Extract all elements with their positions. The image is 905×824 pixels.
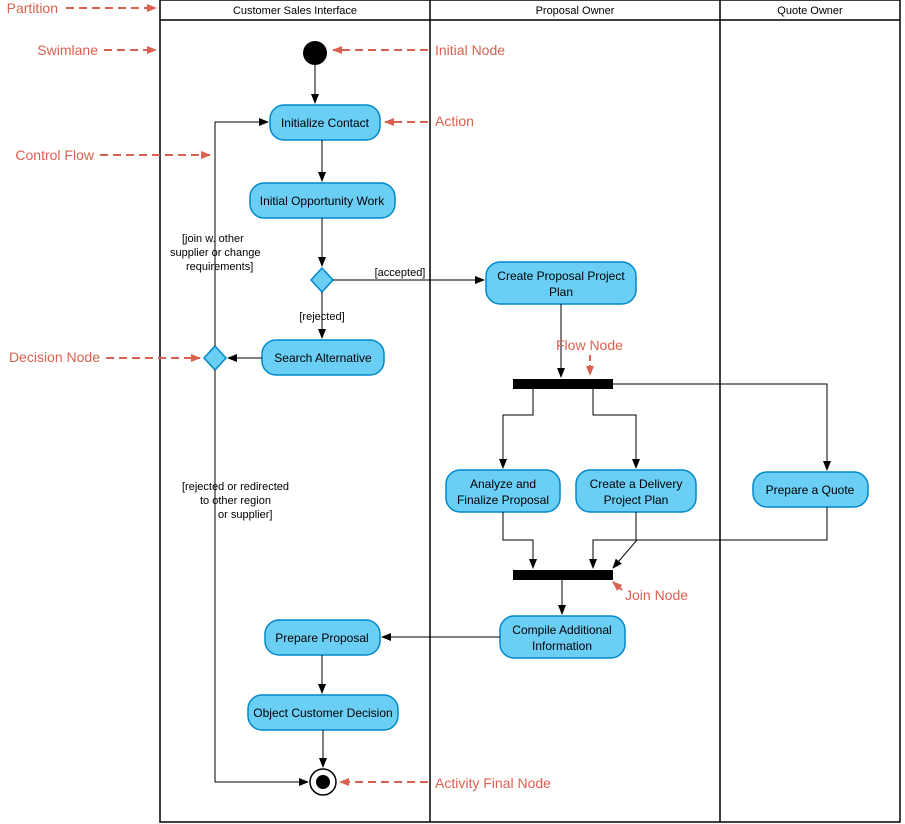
edges (215, 65, 827, 782)
annotation-join: Join Node (625, 587, 688, 603)
guard-redirect-l1: [rejected or redirected (182, 481, 289, 493)
join-node (513, 570, 613, 580)
action-label: Compile Additional (512, 623, 611, 637)
action-label: Plan (549, 285, 573, 299)
action-label: Create Proposal Project (497, 269, 625, 283)
action-create-proposal-plan: Create Proposal Project Plan (486, 262, 636, 304)
decision-node-1 (311, 268, 333, 292)
guard-redirect-l3: or supplier] (218, 509, 272, 521)
fork-node (513, 379, 613, 389)
action-label: Prepare a Quote (766, 483, 855, 497)
decision-node-2 (204, 346, 226, 370)
action-initial-opportunity: Initial Opportunity Work (250, 183, 395, 218)
action-compile-additional: Compile Additional Information (500, 616, 625, 658)
annotation-initial: Initial Node (435, 42, 505, 58)
annotation-control-flow: Control Flow (15, 147, 94, 163)
guard-rejected: [rejected] (299, 311, 344, 323)
annotation-partition: Partition (7, 0, 58, 16)
action-label: Analyze and (470, 477, 536, 491)
activity-final-node (310, 769, 336, 795)
action-label: Object Customer Decision (253, 706, 392, 720)
action-create-delivery: Create a Delivery Project Plan (576, 470, 696, 512)
lane3-title: Quote Owner (777, 5, 843, 17)
action-label: Project Plan (604, 493, 669, 507)
action-label: Create a Delivery (590, 477, 683, 491)
action-label: Finalize Proposal (457, 493, 549, 507)
annotation-flow: Flow Node (556, 337, 623, 353)
lane1-title: Customer Sales Interface (233, 5, 357, 17)
guard-join-l3: requirements] (186, 261, 253, 273)
action-label: Information (532, 639, 592, 653)
guard-accepted: [accepted] (375, 267, 426, 279)
action-label: Initial Opportunity Work (260, 194, 385, 208)
initial-node (303, 41, 327, 65)
action-analyze-finalize: Analyze and Finalize Proposal (446, 470, 560, 512)
action-prepare-proposal: Prepare Proposal (265, 620, 380, 655)
annotation-decision: Decision Node (9, 349, 100, 365)
action-object-customer: Object Customer Decision (248, 695, 398, 730)
action-label: Prepare Proposal (275, 631, 368, 645)
annotation-swimlane: Swimlane (37, 42, 98, 58)
guard-join-l2: supplier or change (170, 247, 261, 259)
action-prepare-quote: Prepare a Quote (753, 472, 868, 507)
guard-redirect-l2: to other region (200, 495, 271, 507)
action-initialize-contact: Initialize Contact (270, 105, 380, 140)
guard-join-l1: [join w. other (182, 233, 244, 245)
action-search-alternative: Search Alternative (262, 340, 384, 375)
lane2-title: Proposal Owner (536, 5, 615, 17)
action-label: Initialize Contact (281, 116, 370, 130)
annotation-action: Action (435, 113, 474, 129)
action-label: Search Alternative (274, 351, 372, 365)
annotation-final: Activity Final Node (435, 775, 551, 791)
